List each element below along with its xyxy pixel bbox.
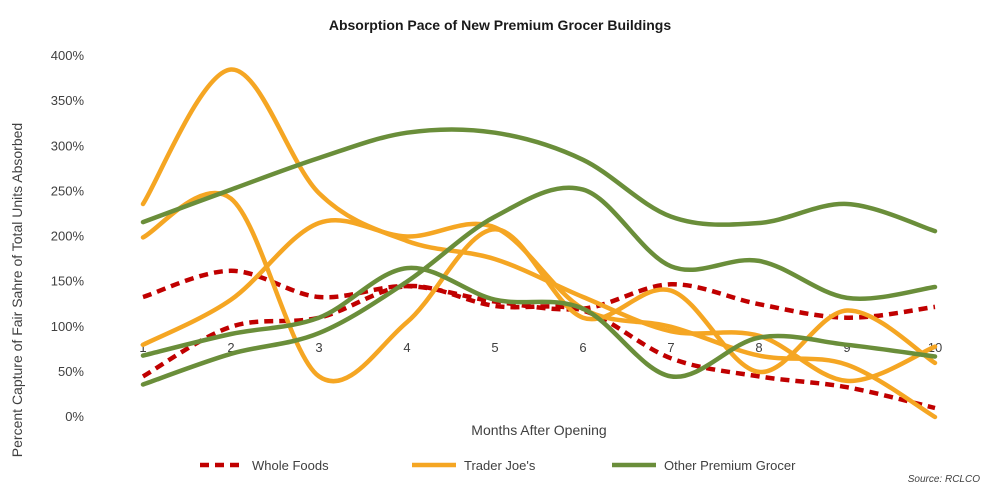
chart-title: Absorption Pace of New Premium Grocer Bu… <box>329 17 671 33</box>
series-line-other-premium-grocer <box>140 265 938 379</box>
y-tick-label: 150% <box>51 274 85 289</box>
x-tick-label: 9 <box>843 340 850 355</box>
plot-area <box>140 67 938 420</box>
y-tick-label: 250% <box>51 183 85 198</box>
x-tick-label: 8 <box>755 340 762 355</box>
legend: Whole Foods Trader Joe's Other Premium Gro… <box>200 458 796 473</box>
x-tick-label: 6 <box>579 340 586 355</box>
x-tick-label: 4 <box>403 340 410 355</box>
y-tick-label: 350% <box>51 93 85 108</box>
x-tick-label: 7 <box>667 340 674 355</box>
series-line-trader-joe-s <box>140 218 938 420</box>
x-tick-label: 2 <box>227 340 234 355</box>
y-tick-label: 100% <box>51 319 85 334</box>
legend-label: Other Premium Grocer <box>664 458 796 473</box>
y-axis: 0% 50% 100% 150% 200% 250% 300% 350% 400% <box>51 48 85 424</box>
legend-label: Trader Joe's <box>464 458 536 473</box>
x-tick-label: 1 <box>139 340 146 355</box>
x-tick-label: 5 <box>491 340 498 355</box>
series-line-other-premium-grocer <box>140 185 938 387</box>
series-line-other-premium-grocer <box>140 127 938 234</box>
y-axis-label: Percent Capture of Fair Sahre of Total U… <box>9 123 25 457</box>
y-tick-label: 400% <box>51 48 85 63</box>
source-note: Source: RCLCO <box>908 474 980 485</box>
y-tick-label: 200% <box>51 229 85 244</box>
x-tick-label: 3 <box>315 340 322 355</box>
y-tick-label: 0% <box>65 409 84 424</box>
y-tick-label: 300% <box>51 138 85 153</box>
series-line-trader-joe-s <box>140 67 938 384</box>
series-line-whole-foods <box>141 283 936 411</box>
legend-label: Whole Foods <box>252 458 329 473</box>
x-axis-label: Months After Opening <box>471 422 606 438</box>
y-tick-label: 50% <box>58 364 84 379</box>
